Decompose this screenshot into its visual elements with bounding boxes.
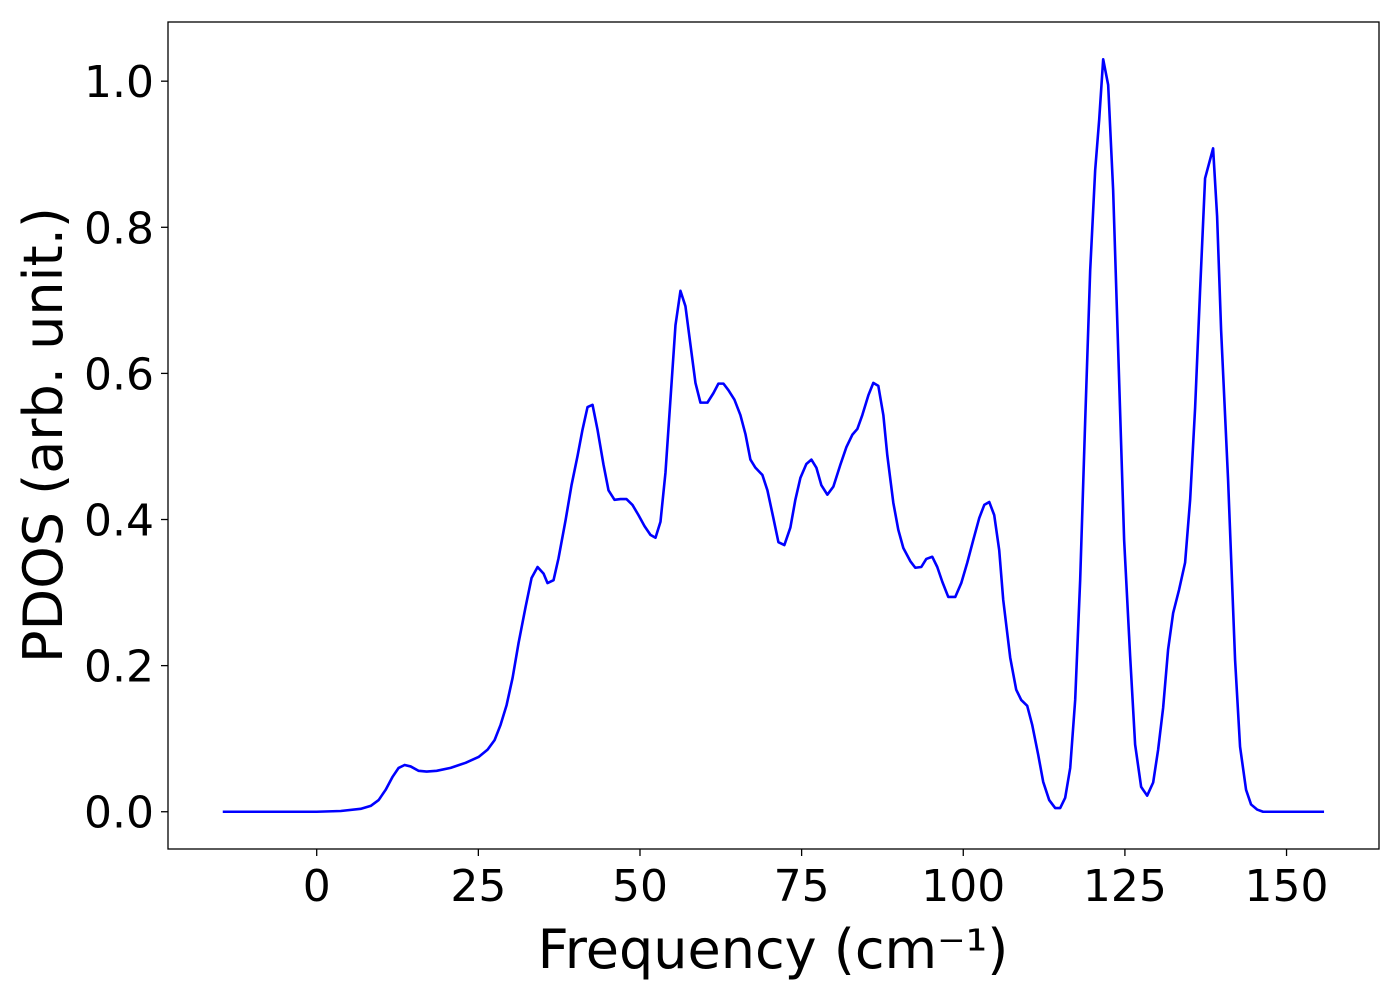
y-tick-label: 0.8	[84, 203, 154, 254]
x-tick-label: 125	[1083, 861, 1167, 912]
x-axis-label: Frequency (cm⁻¹)	[538, 918, 1009, 981]
x-tick-label: 0	[303, 861, 331, 912]
y-tick-label: 0.6	[84, 349, 154, 400]
y-tick-label: 1.0	[84, 57, 154, 108]
y-tick-label: 0.0	[84, 788, 154, 839]
y-tick-label: 0.4	[84, 496, 154, 547]
y-axis-label: PDOS (arb. unit.)	[12, 207, 75, 663]
x-tick-label: 150	[1245, 861, 1329, 912]
x-tick-label: 100	[921, 861, 1005, 912]
plot-frame	[167, 21, 1380, 850]
line-series	[222, 57, 1325, 814]
x-tick-label: 50	[612, 861, 668, 912]
x-tick-label: 25	[450, 861, 506, 912]
y-tick-label: 0.2	[84, 642, 154, 693]
x-tick-label: 75	[774, 861, 830, 912]
